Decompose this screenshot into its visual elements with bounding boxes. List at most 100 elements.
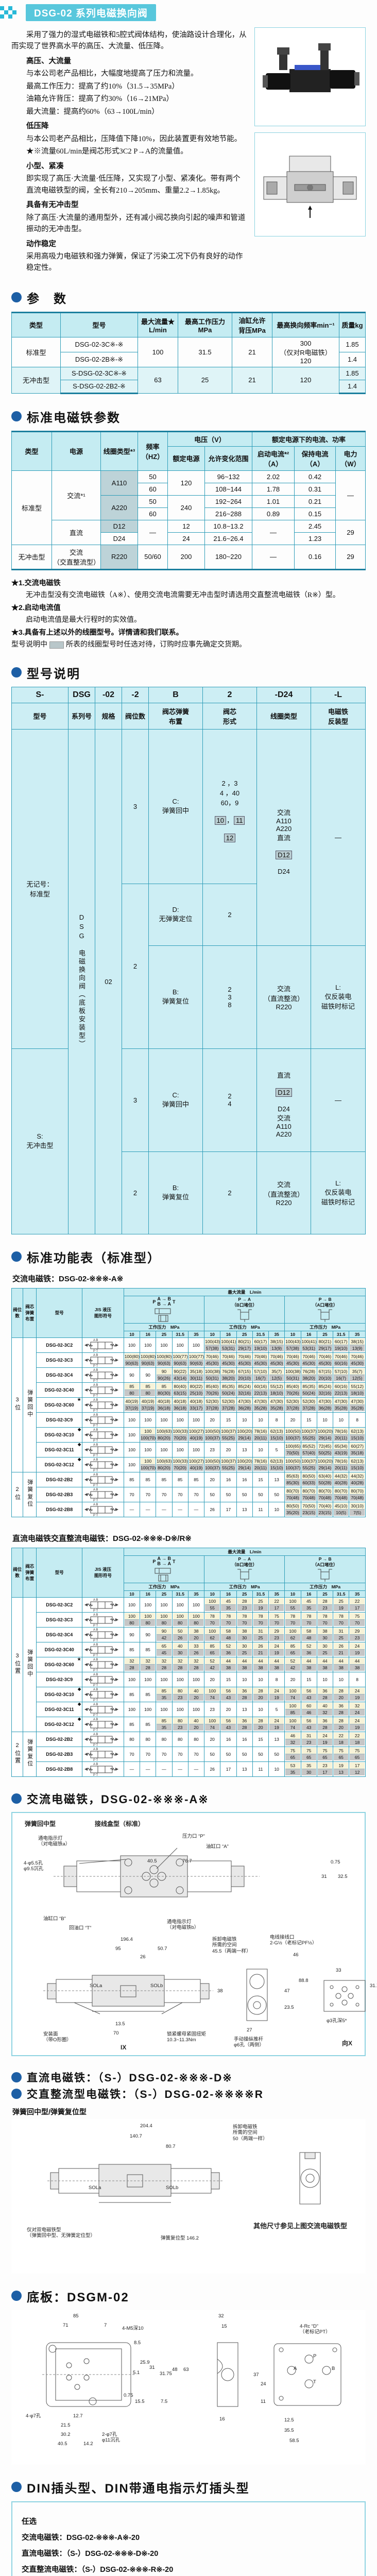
flow-value-cell: 8: [268, 1671, 285, 1687]
positions-cell: 2: [122, 883, 149, 1049]
flow-value-cell: 72(45) 50(25): [316, 1442, 334, 1458]
flow-value-bottom: 90(63): [173, 1360, 187, 1367]
holding-cell: 0.21: [294, 495, 336, 508]
flow-value-cell: 10: [252, 1671, 269, 1687]
flow-value-cell: 38(15) 13(9): [349, 1337, 366, 1353]
flow-value-cell: 70(46) 45(30): [349, 1352, 366, 1368]
svg-text:A B: A B: [93, 1658, 98, 1662]
inrush-cell: 2.02: [252, 470, 295, 483]
jis-symbol-cell: A B P T: [82, 1626, 124, 1642]
flow-value-cell: 50: [220, 1486, 237, 1502]
flow-value-top: 44: [269, 1658, 284, 1665]
model-cell: DSG-02-3C4: [36, 1626, 83, 1642]
valve-positions-label: 3位: [14, 1396, 21, 1412]
flow-value-top: 22: [350, 1733, 365, 1740]
flow-value-cell: 70(46) 45(30): [316, 1352, 334, 1368]
flow-value-top: 44: [350, 1658, 365, 1665]
func-col-header: 工作压力 MPa: [123, 1323, 205, 1331]
flow-value-top: 100(50): [285, 1458, 301, 1465]
svg-text:P T: P T: [93, 1759, 98, 1761]
flow-value-cell: 100: [172, 1597, 188, 1613]
flow-value-top: 76(28): [221, 1368, 236, 1376]
dim-label: 25.9: [140, 2359, 150, 2365]
flow-value-cell: 70(46) 60(16): [333, 1352, 350, 1368]
flow-value-bottom: 12(5): [269, 1375, 284, 1382]
flow-value-cell: 100(43) 57(38): [284, 1337, 301, 1353]
dim-label: 12.7: [73, 2413, 83, 2419]
valve-symbol-icon: A B P T: [84, 1414, 119, 1427]
valve-symbol-icon: A B P T: [84, 1748, 119, 1761]
flow-value-bottom: 62: [205, 1635, 220, 1641]
spring-cell: C: 弹簧回中: [148, 728, 203, 884]
svg-text:P T: P T: [93, 1499, 98, 1501]
flow-cell: 63: [138, 366, 178, 394]
flow-value-cell: 100(20) 29(14): [316, 1427, 334, 1443]
din-box: 任选 交流电磁铁：DSG-02-※※※-A※-20 直流电磁铁：（S-）DSG-…: [11, 2501, 366, 2576]
flow-value-cell: 80: [156, 1731, 173, 1747]
cross-section-illustration: [263, 156, 357, 218]
flow-value-cell: 50: [252, 1486, 269, 1502]
flow-value-cell: 45(10) 10(5): [333, 1501, 350, 1517]
flow-value-bottom: 13(9): [350, 1345, 365, 1352]
model-cell: ◆ DSG-02-3C11: [36, 1701, 83, 1717]
flow-value-top: 100: [141, 1428, 156, 1435]
flow-value-top: 33: [188, 1643, 204, 1650]
flow-value-cell: 44 38: [316, 1656, 334, 1672]
flow-value-cell: 85(35) 50(24): [300, 1382, 317, 1398]
func-col-header: 31.5: [333, 1330, 350, 1338]
func-col-header: 31.5: [252, 1330, 269, 1338]
flow-value-cell: 20: [204, 1731, 221, 1747]
jis-symbol-cell: A B P T: [82, 1656, 124, 1672]
flow-value-top: 24: [269, 1718, 284, 1725]
spring-arrangement-label: 弹簧复位: [26, 1479, 33, 1509]
svg-text:A B: A B: [93, 1688, 98, 1691]
flow-value-cell: 100(33) 70(20): [172, 1456, 188, 1472]
dim-label: 63: [183, 2366, 189, 2372]
flow-value-bottom: 15(10): [269, 1435, 284, 1442]
flow-value-cell: 28 20: [333, 1686, 350, 1702]
model-cell: DSG-02-3C40: [36, 1641, 83, 1657]
series-name-cell: DSG 电磁换向阀（底板安装型）: [78, 913, 85, 1048]
dim-label: 95: [115, 1945, 121, 1952]
dim-label: 31: [149, 2364, 155, 2370]
jis-symbol-cell: A B P T: [82, 1686, 124, 1702]
valve-symbol-icon: A B P T: [84, 1688, 119, 1701]
coil-values: 直流: [277, 1071, 290, 1079]
flow-value-cell: 20: [220, 1442, 237, 1458]
flow-value-cell: 100: [123, 1337, 141, 1353]
flow-value-bottom: 37(19): [124, 1405, 140, 1412]
flow-value-cell: 10: [333, 1671, 350, 1687]
flow-value-cell: 10: [316, 1412, 334, 1428]
flow-value-cell: 24 19: [268, 1686, 285, 1702]
flow-value-cell: 80 23: [172, 1716, 188, 1732]
flow-value-bottom: 26: [188, 1650, 204, 1656]
flow-value-bottom: 55(25): [221, 1465, 236, 1471]
func-col-header: 35: [187, 1330, 205, 1338]
spec-cell: 02: [95, 728, 122, 1234]
flow-value-top: 78(16): [334, 1458, 349, 1465]
svg-text:A B: A B: [93, 1429, 98, 1432]
spool-forms-cell: 2 ，3 4 ，40 60，9 10， 11 12: [202, 728, 257, 884]
flow-value-top: 80(70): [350, 1488, 365, 1495]
flow-value-top: 85: [157, 1383, 172, 1391]
flow-label: P → A: [238, 1296, 251, 1302]
flow-value-cell: 10: [252, 1442, 269, 1458]
flow-value-cell: 75 65: [349, 1746, 366, 1762]
flow-value-bottom: 100(70): [141, 1435, 156, 1442]
positions-cell: 2: [122, 1151, 149, 1234]
flow-value-top: 58: [221, 1628, 236, 1635]
model-cell: DSG-02-2B※-※: [60, 351, 138, 367]
flow-value-cell: 22 18: [349, 1731, 366, 1747]
flow-value-top: 58: [301, 1628, 316, 1635]
flow-value-bottom: 19(10): [334, 1345, 349, 1352]
flow-value-bottom: 50(31): [285, 1375, 300, 1382]
flow-value-cell: 13: [236, 1442, 253, 1458]
flow-value-cell: 24 19: [349, 1716, 366, 1732]
svg-text:P T: P T: [93, 1439, 98, 1442]
intro-section: 采用了强力的湿式电磁铁和5腔式阀体结构，使油路设计合理化，从而实现了世界高水平的…: [11, 27, 366, 275]
flow-value-cell: 85: [140, 1686, 157, 1702]
flow-value-top: 38(15): [350, 1338, 365, 1346]
flow-value-cell: —: [172, 1501, 188, 1517]
flow-value-cell: 13: [236, 1501, 253, 1517]
